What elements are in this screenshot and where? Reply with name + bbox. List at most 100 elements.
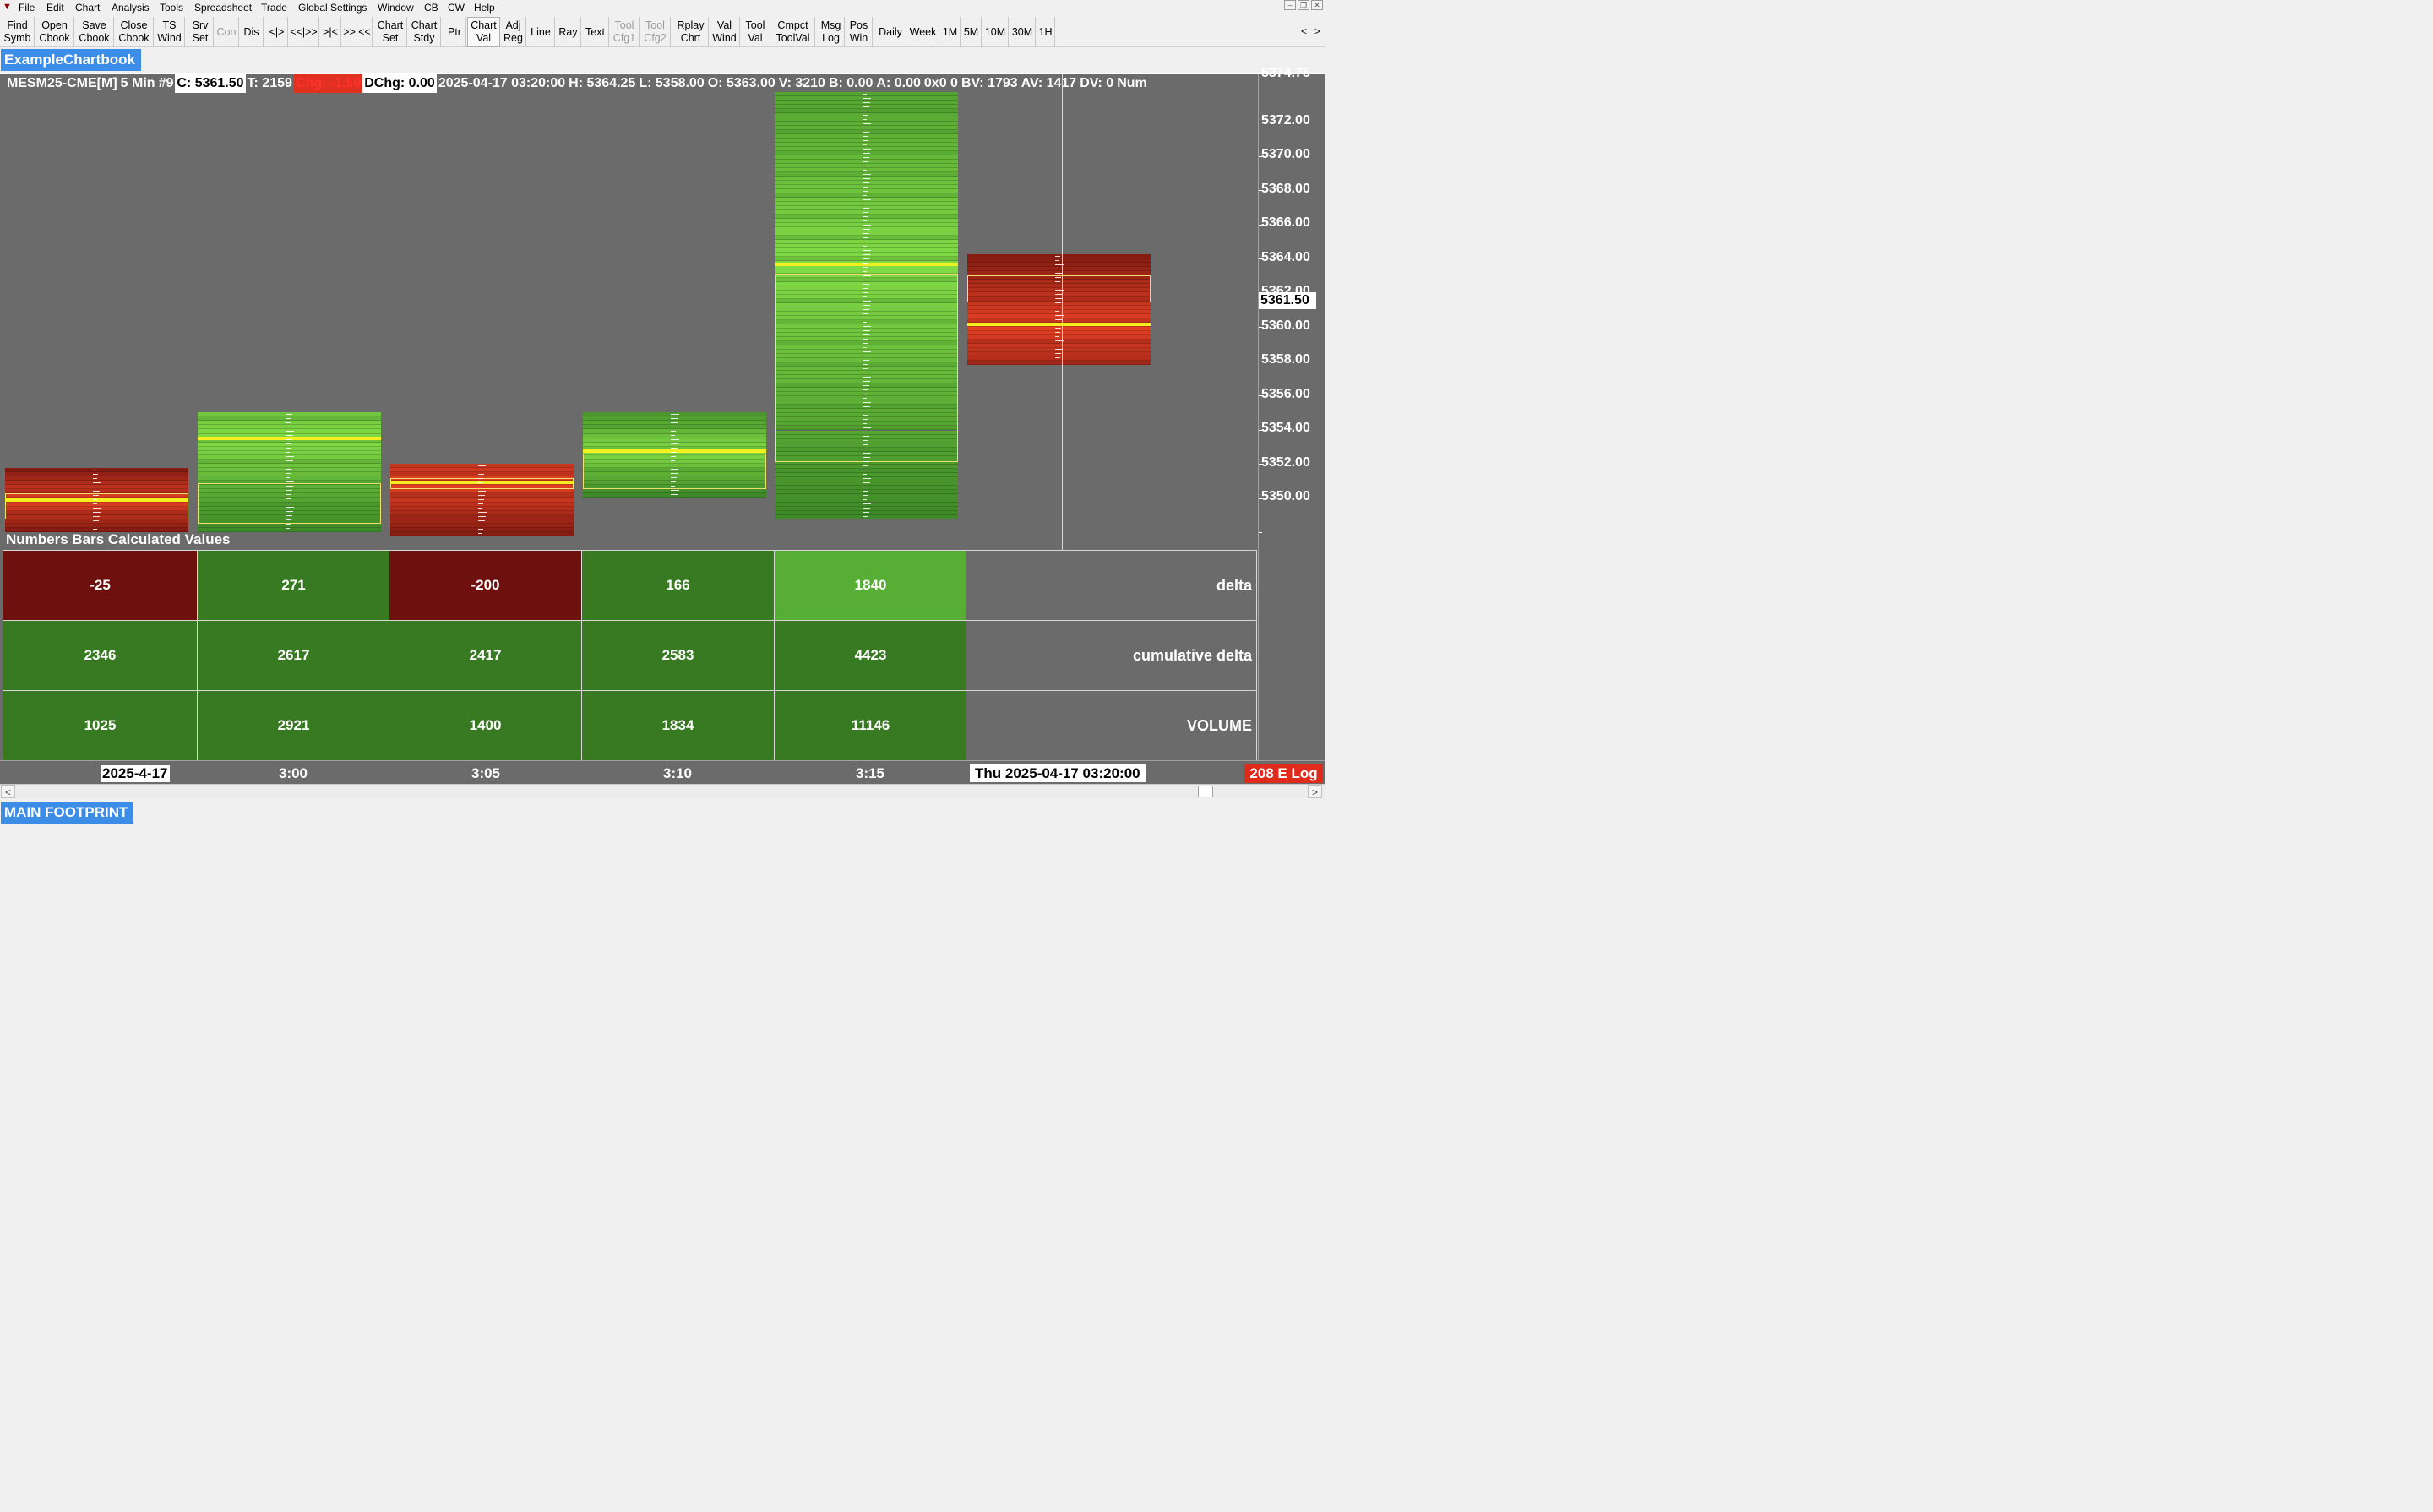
values-window-button[interactable]: Val Wind <box>710 17 740 47</box>
restore-icon[interactable]: ❐ <box>1298 0 1309 10</box>
tool-config1-button[interactable]: Tool Cfg1 <box>610 17 640 47</box>
price-scale-tick <box>1259 464 1262 465</box>
message-log-button[interactable]: Msg Log <box>818 17 845 47</box>
compress-button[interactable]: >|< <box>320 17 341 47</box>
tool-config2-button[interactable]: Tool Cfg2 <box>640 17 671 47</box>
price-level-row <box>198 502 381 507</box>
price-level-row <box>5 527 188 532</box>
price-level-row <box>775 405 958 410</box>
position-window-button[interactable]: Pos Win <box>846 17 873 47</box>
bid-ask-number <box>1054 310 1059 312</box>
compact-tool-values-button[interactable]: Cmpct ToolVal <box>771 17 815 47</box>
chart-studies-button[interactable]: Chart Stdy <box>408 17 441 47</box>
open-chartbook-button[interactable]: Open Cbook <box>35 17 74 47</box>
expand-bars-button[interactable]: <<|>> <box>289 17 319 47</box>
bid-ask-number <box>285 481 294 483</box>
menu-help[interactable]: Help <box>474 2 495 14</box>
bid-ask-number <box>862 93 867 95</box>
price-scale[interactable]: 5374.75 5372.00 5370.00 5368.00 5366.00 … <box>1258 66 1325 760</box>
close-chartbook-button[interactable]: Close Cbook <box>115 17 154 47</box>
10m-button[interactable]: 10M <box>982 17 1009 47</box>
bid-ask-numbers-column <box>477 464 487 536</box>
chart-settings-button[interactable]: Chart Set <box>374 17 407 47</box>
footprint-bar[interactable] <box>583 412 766 498</box>
trade-service-window-button[interactable]: TS Wind <box>155 17 185 47</box>
adjust-region-button[interactable]: Adj Reg <box>501 17 526 47</box>
study-title: Numbers Bars Calculated Values <box>6 531 231 547</box>
bid-ask-number <box>862 245 867 247</box>
bid-ask-number <box>862 228 870 230</box>
minimize-icon[interactable]: – <box>1284 0 1296 10</box>
menu-cb[interactable]: CB <box>424 2 438 14</box>
server-settings-button[interactable]: Srv Set <box>188 17 214 47</box>
chartbook-tab[interactable]: ExampleChartbook <box>1 49 141 71</box>
bid-ask-number <box>862 346 867 348</box>
scroll-center-button[interactable]: <|> <box>266 17 288 47</box>
bid-ask-number <box>862 376 871 378</box>
bid-ask-number <box>862 300 871 302</box>
menu-spreadsheet[interactable]: Spreadsheet <box>194 2 253 14</box>
ray-tool-button[interactable]: Ray <box>556 17 581 47</box>
connect-button[interactable]: Con <box>215 17 239 47</box>
bid-ask-number <box>670 469 678 470</box>
bid-ask-number <box>862 220 867 221</box>
price-label: 5366.00 <box>1261 215 1310 230</box>
bid-ask-number <box>1054 280 1060 282</box>
header-extra: 0x0 0 <box>923 76 958 90</box>
price-level-row <box>775 299 958 304</box>
menu-file[interactable]: File <box>19 2 35 14</box>
scroll-left-arrow-icon[interactable]: < <box>1 785 15 798</box>
menu-edit[interactable]: Edit <box>46 2 64 14</box>
scroll-right-arrow-icon[interactable]: > <box>1308 785 1322 798</box>
30m-button[interactable]: 30M <box>1010 17 1036 47</box>
line-tool-button[interactable]: Line <box>527 17 555 47</box>
menu-chart[interactable]: Chart <box>75 2 101 14</box>
5m-button[interactable]: 5M <box>961 17 982 47</box>
daily-button[interactable]: Daily <box>875 17 906 47</box>
bid-ask-number <box>862 473 867 475</box>
bid-ask-number <box>862 237 868 238</box>
menu-analysis[interactable]: Analysis <box>112 2 150 14</box>
menu-global-settings[interactable]: Global Settings <box>298 2 367 14</box>
menu-trade[interactable]: Trade <box>261 2 287 14</box>
toolbar-scroll-left[interactable]: < <box>1301 25 1308 37</box>
footprint-bar[interactable] <box>5 468 188 532</box>
bid-ask-number <box>1054 327 1061 329</box>
footprint-bar[interactable] <box>775 91 958 519</box>
footprint-bar[interactable] <box>198 412 381 532</box>
close-icon[interactable]: ✕ <box>1311 0 1323 10</box>
menu-tools[interactable]: Tools <box>160 2 184 14</box>
save-chartbook-button[interactable]: Save Cbook <box>75 17 114 47</box>
time-label: 3:00 <box>278 765 308 781</box>
toolbar-scroll-right[interactable]: > <box>1314 25 1321 37</box>
main-footprint-tab[interactable]: MAIN FOOTPRINT <box>1 802 133 824</box>
scrollbar-thumb[interactable] <box>1198 786 1213 797</box>
compress-bars-button[interactable]: >>|<< <box>342 17 373 47</box>
horizontal-scrollbar[interactable]: < > <box>0 784 1325 798</box>
status-log-badge[interactable]: 208 E Log <box>1244 764 1323 783</box>
week-button[interactable]: Week <box>907 17 939 47</box>
study-empty-cell <box>966 621 1257 691</box>
study-grid[interactable]: -25 271 -200 166 1840 delta 2346 2617 2417 2583 44… <box>3 550 1257 761</box>
1m-button[interactable]: 1M <box>940 17 961 47</box>
text-tool-button[interactable]: Text <box>582 17 609 47</box>
disconnect-button[interactable]: Dis <box>240 17 264 47</box>
bid-ask-number <box>862 266 868 268</box>
footprint-bar[interactable] <box>967 253 1151 366</box>
price-level-row <box>198 498 381 503</box>
menu-cw[interactable]: CW <box>448 2 465 14</box>
price-level-row <box>775 434 958 439</box>
tool-values-button[interactable]: Tool Val <box>741 17 770 47</box>
chart-values-button[interactable]: Chart Val <box>467 17 500 47</box>
1h-button[interactable]: 1H <box>1037 17 1055 47</box>
pointer-tool-button[interactable]: Ptr <box>444 17 466 47</box>
find-symbol-button[interactable]: Find Symb <box>1 17 35 47</box>
price-level-row <box>775 337 958 342</box>
bid-ask-number <box>285 443 291 445</box>
bid-ask-number <box>862 308 869 310</box>
bid-ask-number <box>1054 255 1060 257</box>
menu-window[interactable]: Window <box>378 2 414 14</box>
footprint-bar[interactable] <box>390 464 574 536</box>
price-graph-area[interactable] <box>2 74 1257 547</box>
replay-chart-button[interactable]: Rplay Chrt <box>673 17 709 47</box>
